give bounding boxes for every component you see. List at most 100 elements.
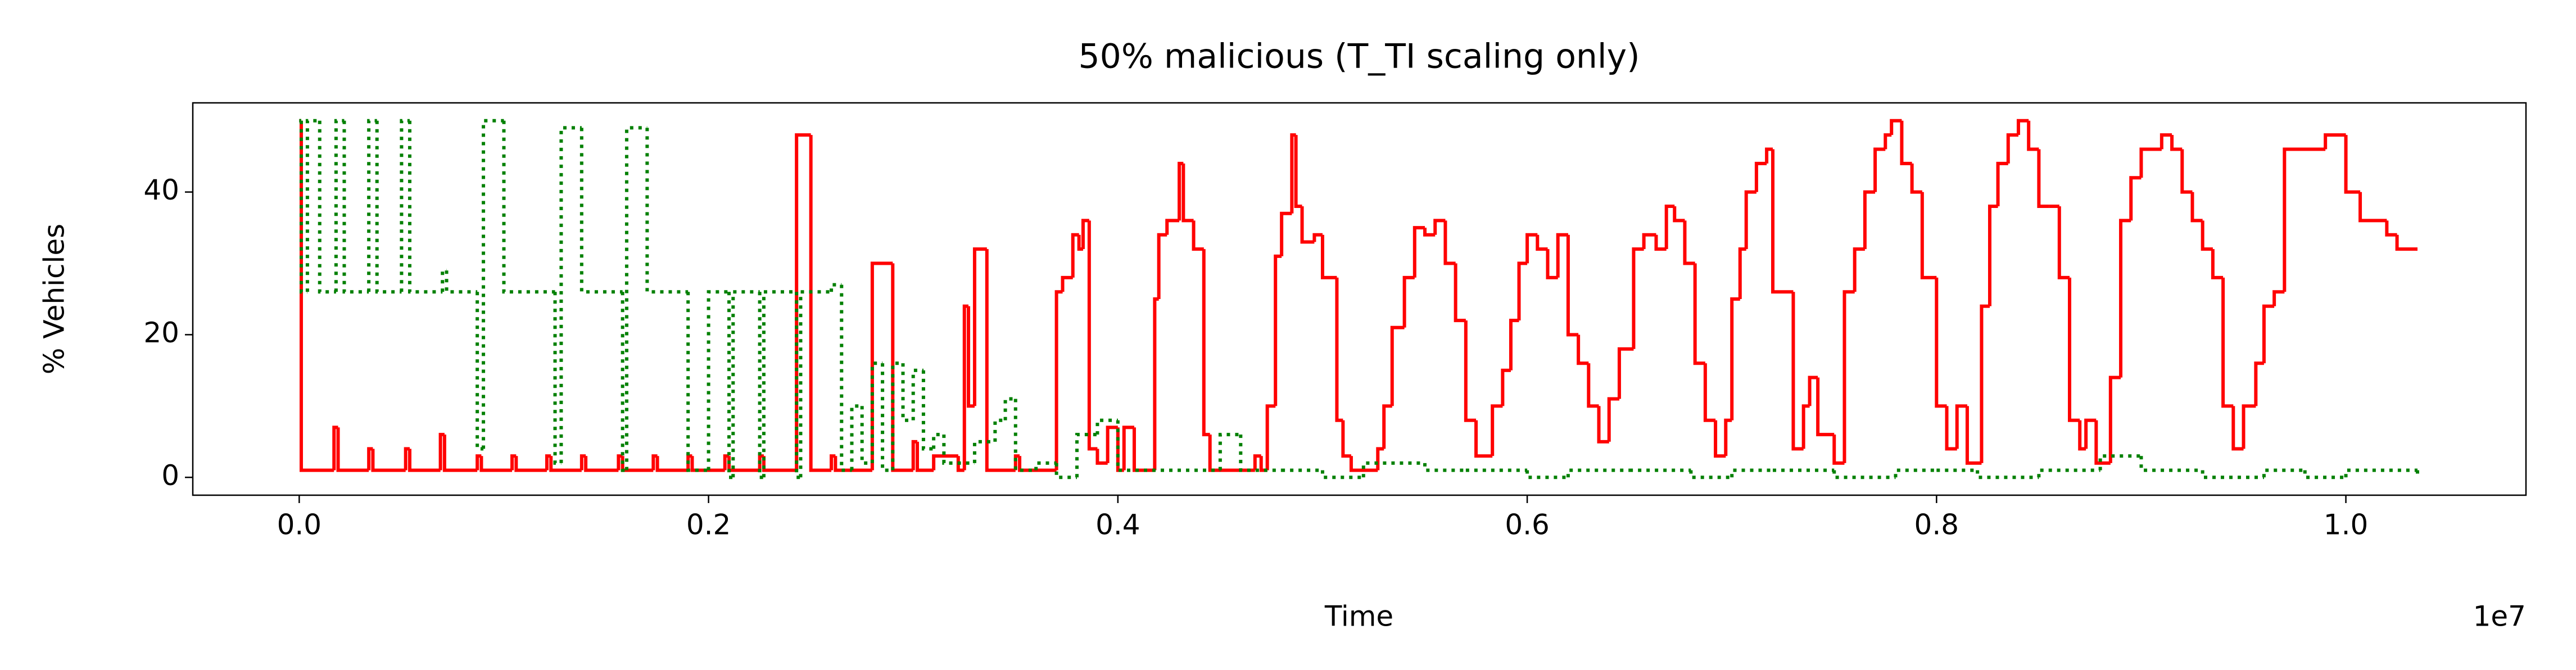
line-step (972, 247, 987, 406)
line-step (1054, 290, 1063, 470)
line-step (985, 249, 1016, 472)
line-step (2180, 149, 2193, 194)
line-step (375, 120, 402, 294)
line-step (799, 290, 832, 478)
line-step (1132, 427, 1155, 472)
line-step (1654, 234, 1667, 251)
line-step (1464, 320, 1477, 422)
line-step (1738, 247, 1746, 299)
y-tick-label: 0 (161, 459, 179, 492)
line-step (1077, 234, 1083, 251)
line-step (1900, 120, 1912, 165)
line-step (336, 427, 369, 472)
line-step (830, 283, 842, 292)
line-step (318, 120, 336, 294)
line-step (2160, 133, 2172, 150)
line-step (993, 418, 1006, 442)
line-step (2094, 420, 2111, 465)
line-step (1536, 234, 1548, 251)
line-step (1724, 418, 1732, 456)
line-step (438, 433, 445, 470)
line-step (2190, 192, 2203, 223)
line-step (2221, 277, 2234, 408)
line-step (2262, 304, 2275, 364)
line-step (1607, 397, 1619, 442)
line-step (690, 456, 725, 472)
line-step (1253, 454, 1261, 470)
line-step (727, 292, 734, 479)
line-step (482, 119, 504, 449)
line-step (1312, 233, 1323, 242)
line-step (621, 292, 627, 472)
line-step (2037, 468, 2100, 478)
line-step (2119, 219, 2131, 378)
line-step (1771, 149, 1794, 294)
line-step (1730, 468, 1773, 478)
line-step (1474, 420, 1493, 458)
line-step (2272, 290, 2285, 306)
line-step (915, 441, 934, 472)
line-step (299, 120, 307, 294)
line-step (1791, 292, 1804, 451)
line-step (1300, 206, 1315, 244)
y-tick-label: 20 (143, 316, 179, 349)
line-step (1935, 277, 1947, 408)
line-step (367, 447, 373, 470)
line-step (956, 456, 965, 472)
line-step (1501, 368, 1511, 406)
line-step (367, 119, 377, 292)
line-step (2006, 133, 2018, 164)
line-step (921, 370, 934, 451)
chart-title: 50% malicious (T_TI scaling only) (1078, 37, 1640, 76)
line-step (758, 292, 764, 479)
line-step (1087, 220, 1098, 451)
line-step (1703, 363, 1716, 422)
line-step (1754, 161, 1767, 192)
x-tick-label: 0.6 (1505, 509, 1550, 541)
line-step (1873, 147, 1886, 192)
line-step (1693, 263, 1705, 365)
line-step (2283, 147, 2326, 292)
line-step (1165, 219, 1180, 235)
line-step (1509, 319, 1519, 370)
line-step (1443, 220, 1456, 265)
line-step (1683, 220, 1695, 265)
line-step (840, 284, 852, 472)
line-step (731, 290, 760, 478)
line-step (2324, 133, 2346, 150)
line-step (404, 447, 410, 470)
line-step (1003, 397, 1016, 420)
line-step (911, 440, 917, 470)
x-tick-label: 0.4 (1095, 509, 1140, 541)
line-step (1157, 233, 1167, 299)
x-offset-label: 1e7 (2473, 600, 2526, 633)
line-step (2078, 420, 2086, 451)
x-tick-label: 0.2 (686, 509, 731, 541)
line-step (1714, 420, 1726, 458)
y-axis-label: % Vehicles (38, 224, 71, 374)
line-step (1265, 404, 1276, 470)
line-step (2385, 220, 2397, 237)
line-step (1202, 249, 1210, 437)
line-step (342, 120, 369, 294)
line-step (655, 456, 689, 472)
line-step (881, 363, 893, 472)
x-tick-label: 0.0 (277, 509, 322, 541)
line-step (2358, 192, 2387, 223)
line-step (2170, 135, 2183, 151)
line-step (1976, 470, 2039, 479)
line-step (1423, 228, 1436, 237)
line-step (2084, 418, 2097, 449)
line-step (1587, 363, 1599, 408)
line-step (1054, 463, 1078, 479)
line-step (1320, 234, 1337, 279)
line-step (1454, 263, 1466, 323)
line-step (1294, 135, 1302, 209)
line-step (1320, 470, 1364, 479)
line-step (1122, 425, 1134, 470)
line-step (1808, 375, 1818, 406)
line-step (795, 292, 801, 479)
line-step (1996, 161, 2008, 207)
line-step (514, 456, 547, 472)
